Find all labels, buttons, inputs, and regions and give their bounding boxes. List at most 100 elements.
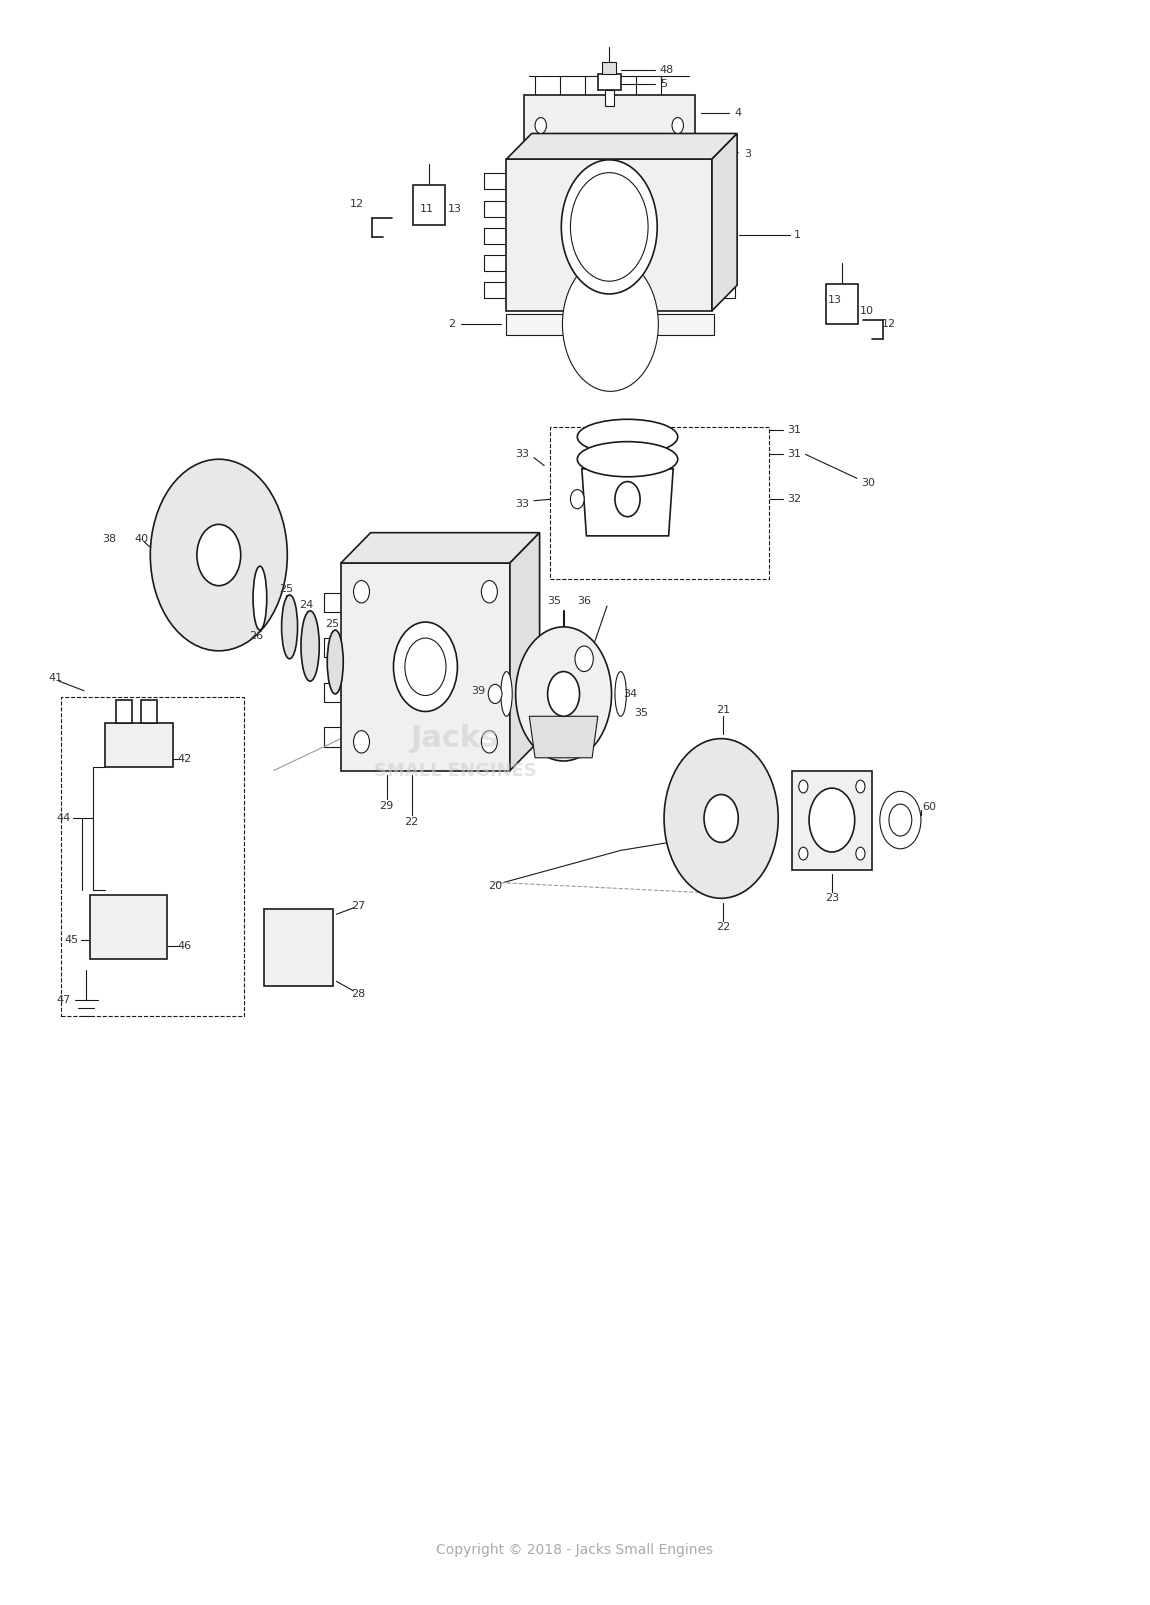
Text: 12: 12	[350, 199, 363, 209]
Text: 22: 22	[405, 817, 419, 827]
Circle shape	[482, 730, 497, 753]
Text: 33: 33	[515, 499, 529, 509]
Ellipse shape	[301, 612, 320, 681]
Bar	[105, 722, 174, 767]
Text: 60: 60	[922, 802, 936, 812]
Text: Jacks: Jacks	[411, 724, 499, 753]
Text: 1: 1	[795, 230, 802, 239]
Bar	[523, 95, 695, 156]
Text: 34: 34	[623, 689, 637, 698]
Text: 39: 39	[470, 685, 485, 695]
Bar	[264, 910, 334, 985]
Text: 25: 25	[324, 618, 339, 629]
Circle shape	[672, 117, 683, 133]
Circle shape	[799, 780, 808, 793]
Text: 44: 44	[56, 814, 70, 823]
Bar	[826, 284, 858, 324]
Polygon shape	[509, 533, 539, 770]
Ellipse shape	[282, 595, 298, 658]
Ellipse shape	[577, 441, 677, 477]
Bar	[413, 185, 445, 225]
Text: 10: 10	[860, 305, 874, 316]
Circle shape	[393, 623, 458, 711]
Ellipse shape	[328, 631, 343, 693]
Text: 12: 12	[882, 318, 896, 329]
Text: 30: 30	[861, 478, 875, 488]
Text: 31: 31	[788, 425, 802, 435]
Circle shape	[561, 160, 657, 294]
Circle shape	[570, 173, 649, 281]
Bar	[550, 427, 769, 579]
Ellipse shape	[253, 567, 267, 631]
Bar	[506, 315, 714, 335]
Circle shape	[515, 628, 612, 761]
Text: 32: 32	[787, 494, 802, 504]
Text: 23: 23	[825, 894, 840, 904]
Circle shape	[704, 794, 738, 843]
Polygon shape	[529, 716, 598, 758]
Text: 47: 47	[56, 995, 70, 1005]
Text: 38: 38	[102, 534, 116, 544]
Circle shape	[353, 730, 369, 753]
Text: 33: 33	[515, 449, 529, 459]
Circle shape	[799, 847, 808, 860]
Polygon shape	[712, 133, 737, 311]
Text: 41: 41	[48, 672, 62, 684]
Bar	[598, 74, 621, 90]
Polygon shape	[582, 469, 673, 536]
Text: 4: 4	[735, 108, 742, 117]
Circle shape	[482, 581, 497, 603]
Text: 22: 22	[716, 921, 730, 933]
Text: 46: 46	[177, 941, 192, 952]
Circle shape	[562, 257, 658, 392]
Circle shape	[810, 788, 854, 852]
Text: 25: 25	[279, 584, 293, 594]
Bar	[141, 700, 158, 722]
Ellipse shape	[615, 671, 627, 716]
Text: 29: 29	[380, 801, 393, 811]
Text: 42: 42	[177, 754, 192, 764]
Text: 21: 21	[716, 705, 730, 714]
Circle shape	[856, 847, 865, 860]
Text: 2: 2	[448, 319, 455, 329]
Bar	[61, 697, 244, 1016]
Circle shape	[197, 525, 240, 586]
Text: 13: 13	[448, 204, 462, 213]
Polygon shape	[506, 133, 737, 159]
Text: 28: 28	[351, 989, 366, 998]
Bar	[116, 700, 132, 722]
Circle shape	[856, 780, 865, 793]
Bar	[792, 770, 872, 870]
Text: 27: 27	[351, 902, 366, 912]
Circle shape	[889, 804, 912, 836]
Bar	[506, 159, 712, 311]
Text: 20: 20	[488, 881, 503, 891]
Text: 11: 11	[420, 204, 434, 213]
Bar	[603, 61, 616, 74]
Bar	[90, 896, 168, 958]
Text: 13: 13	[828, 295, 842, 305]
Text: Copyright © 2018 - Jacks Small Engines: Copyright © 2018 - Jacks Small Engines	[437, 1542, 713, 1557]
Circle shape	[570, 490, 584, 509]
Text: SMALL ENGINES: SMALL ENGINES	[374, 761, 537, 780]
Text: 35: 35	[634, 708, 649, 717]
Text: 5: 5	[660, 79, 667, 88]
Text: 3: 3	[744, 149, 751, 159]
Circle shape	[880, 791, 921, 849]
Circle shape	[151, 459, 288, 650]
Ellipse shape	[500, 671, 512, 716]
Text: 45: 45	[64, 934, 78, 945]
Circle shape	[575, 647, 593, 671]
Ellipse shape	[577, 419, 677, 454]
Text: 40: 40	[135, 534, 148, 544]
Bar	[605, 90, 614, 106]
Text: 36: 36	[577, 597, 591, 607]
Circle shape	[547, 671, 580, 716]
Circle shape	[353, 581, 369, 603]
Text: 26: 26	[250, 631, 263, 642]
Circle shape	[664, 738, 779, 899]
Text: 48: 48	[659, 64, 674, 74]
Polygon shape	[340, 533, 539, 563]
Text: 31: 31	[788, 449, 802, 459]
Bar	[340, 563, 509, 770]
